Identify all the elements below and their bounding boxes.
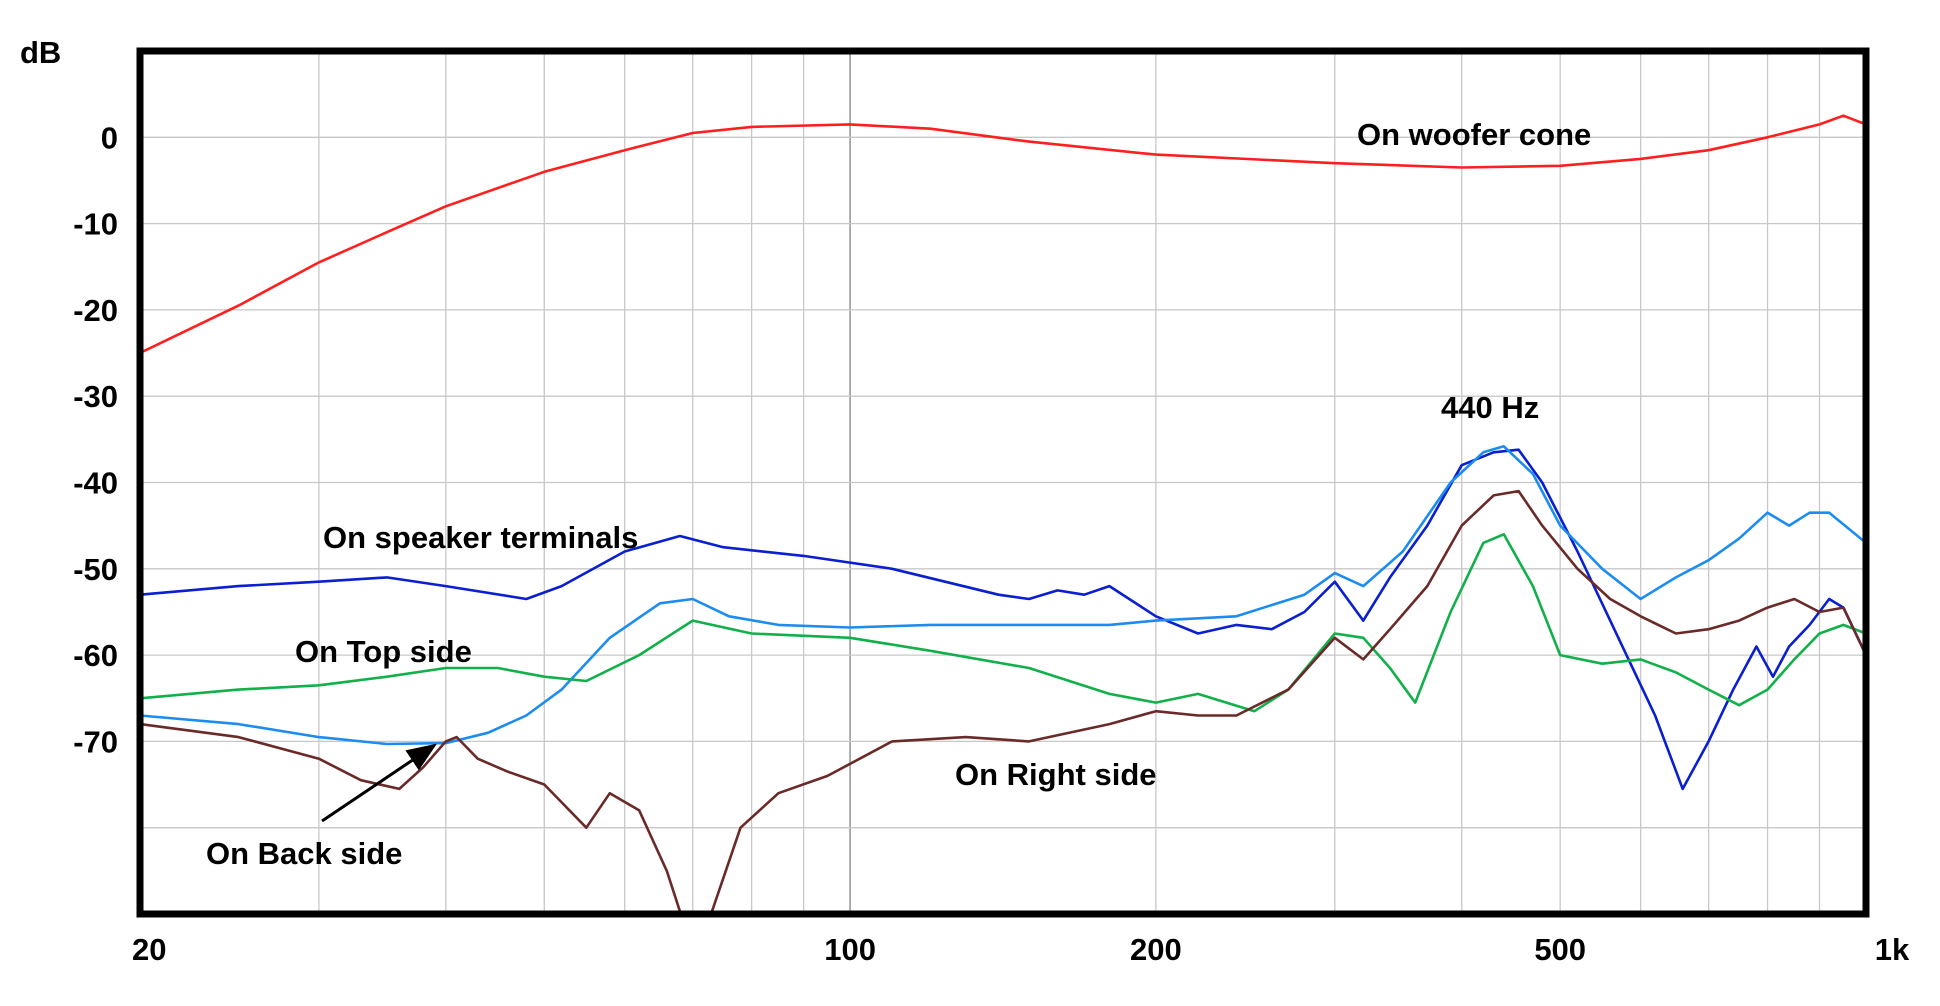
y-axis-label: dB — [20, 35, 61, 70]
x-tick-label: 100 — [824, 932, 876, 967]
series-line-3 — [140, 532, 1866, 713]
y-tick-label: -40 — [73, 466, 118, 501]
annotation-speaker-terminals: On speaker terminals — [323, 520, 638, 555]
x-tick-label: 20 — [132, 932, 166, 967]
annotation-back-side: On Back side — [206, 836, 402, 871]
y-tick-label: -10 — [73, 207, 118, 242]
x-tick-label: 200 — [1130, 932, 1182, 967]
series-line-4 — [140, 489, 1866, 914]
y-tick-label: -60 — [73, 638, 118, 673]
series-line-2 — [140, 444, 1866, 746]
annotation-440hz: 440 Hz — [1441, 390, 1539, 425]
y-tick-label: 0 — [101, 120, 118, 155]
series-layer — [140, 114, 1866, 914]
plot-frame — [136, 47, 1870, 918]
tick-labels: 0 -10 -20 -30 -40 -50 -60 -70 20 100 200 500 1k — [73, 120, 1910, 967]
back-side-arrow — [321, 743, 437, 823]
annotation-woofer-cone: On woofer cone — [1357, 117, 1591, 152]
x-tick-label: 1k — [1875, 932, 1910, 967]
y-tick-label: -30 — [73, 379, 118, 414]
annotation-right-side: On Right side — [955, 757, 1157, 792]
x-tick-label: 500 — [1534, 932, 1586, 967]
series-line-0 — [140, 114, 1866, 355]
y-tick-label: -20 — [73, 293, 118, 328]
y-tick-label: -50 — [73, 552, 118, 587]
y-tick-label: -70 — [73, 724, 118, 759]
series-line-1 — [140, 448, 1866, 791]
annotation-top-side: On Top side — [295, 634, 472, 669]
